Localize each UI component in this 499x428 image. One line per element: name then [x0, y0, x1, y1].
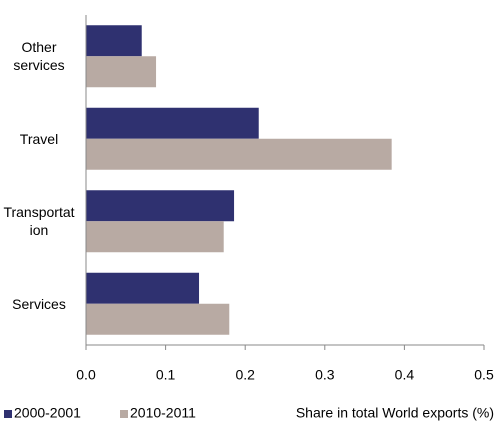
legend-swatch — [4, 410, 12, 418]
y-tick-label: Services — [12, 295, 66, 312]
bar — [86, 272, 200, 304]
bar — [86, 25, 142, 57]
bar — [86, 221, 224, 253]
x-tick-label: 0.5 — [474, 367, 494, 383]
x-tick-label: 0.4 — [395, 367, 415, 383]
legend-label: 2000-2001 — [14, 405, 81, 421]
x-tick-label: 0.1 — [156, 367, 176, 383]
x-axis-label: Share in total World exports (%) — [296, 405, 494, 421]
bar — [86, 107, 259, 139]
x-tick-label: 0.3 — [315, 367, 335, 383]
y-tick-label: Transportation — [3, 204, 75, 239]
y-tick-label: Travel — [19, 130, 59, 147]
bar — [86, 56, 157, 88]
x-tick-label: 0.2 — [235, 367, 255, 383]
y-tick-label: Other services — [13, 39, 65, 74]
legend-label: 2010-2011 — [130, 405, 196, 421]
bar — [86, 303, 230, 335]
x-tick-label: 0.0 — [76, 367, 96, 383]
bar — [86, 138, 392, 170]
legend-swatch — [120, 410, 128, 418]
bar — [86, 190, 235, 222]
